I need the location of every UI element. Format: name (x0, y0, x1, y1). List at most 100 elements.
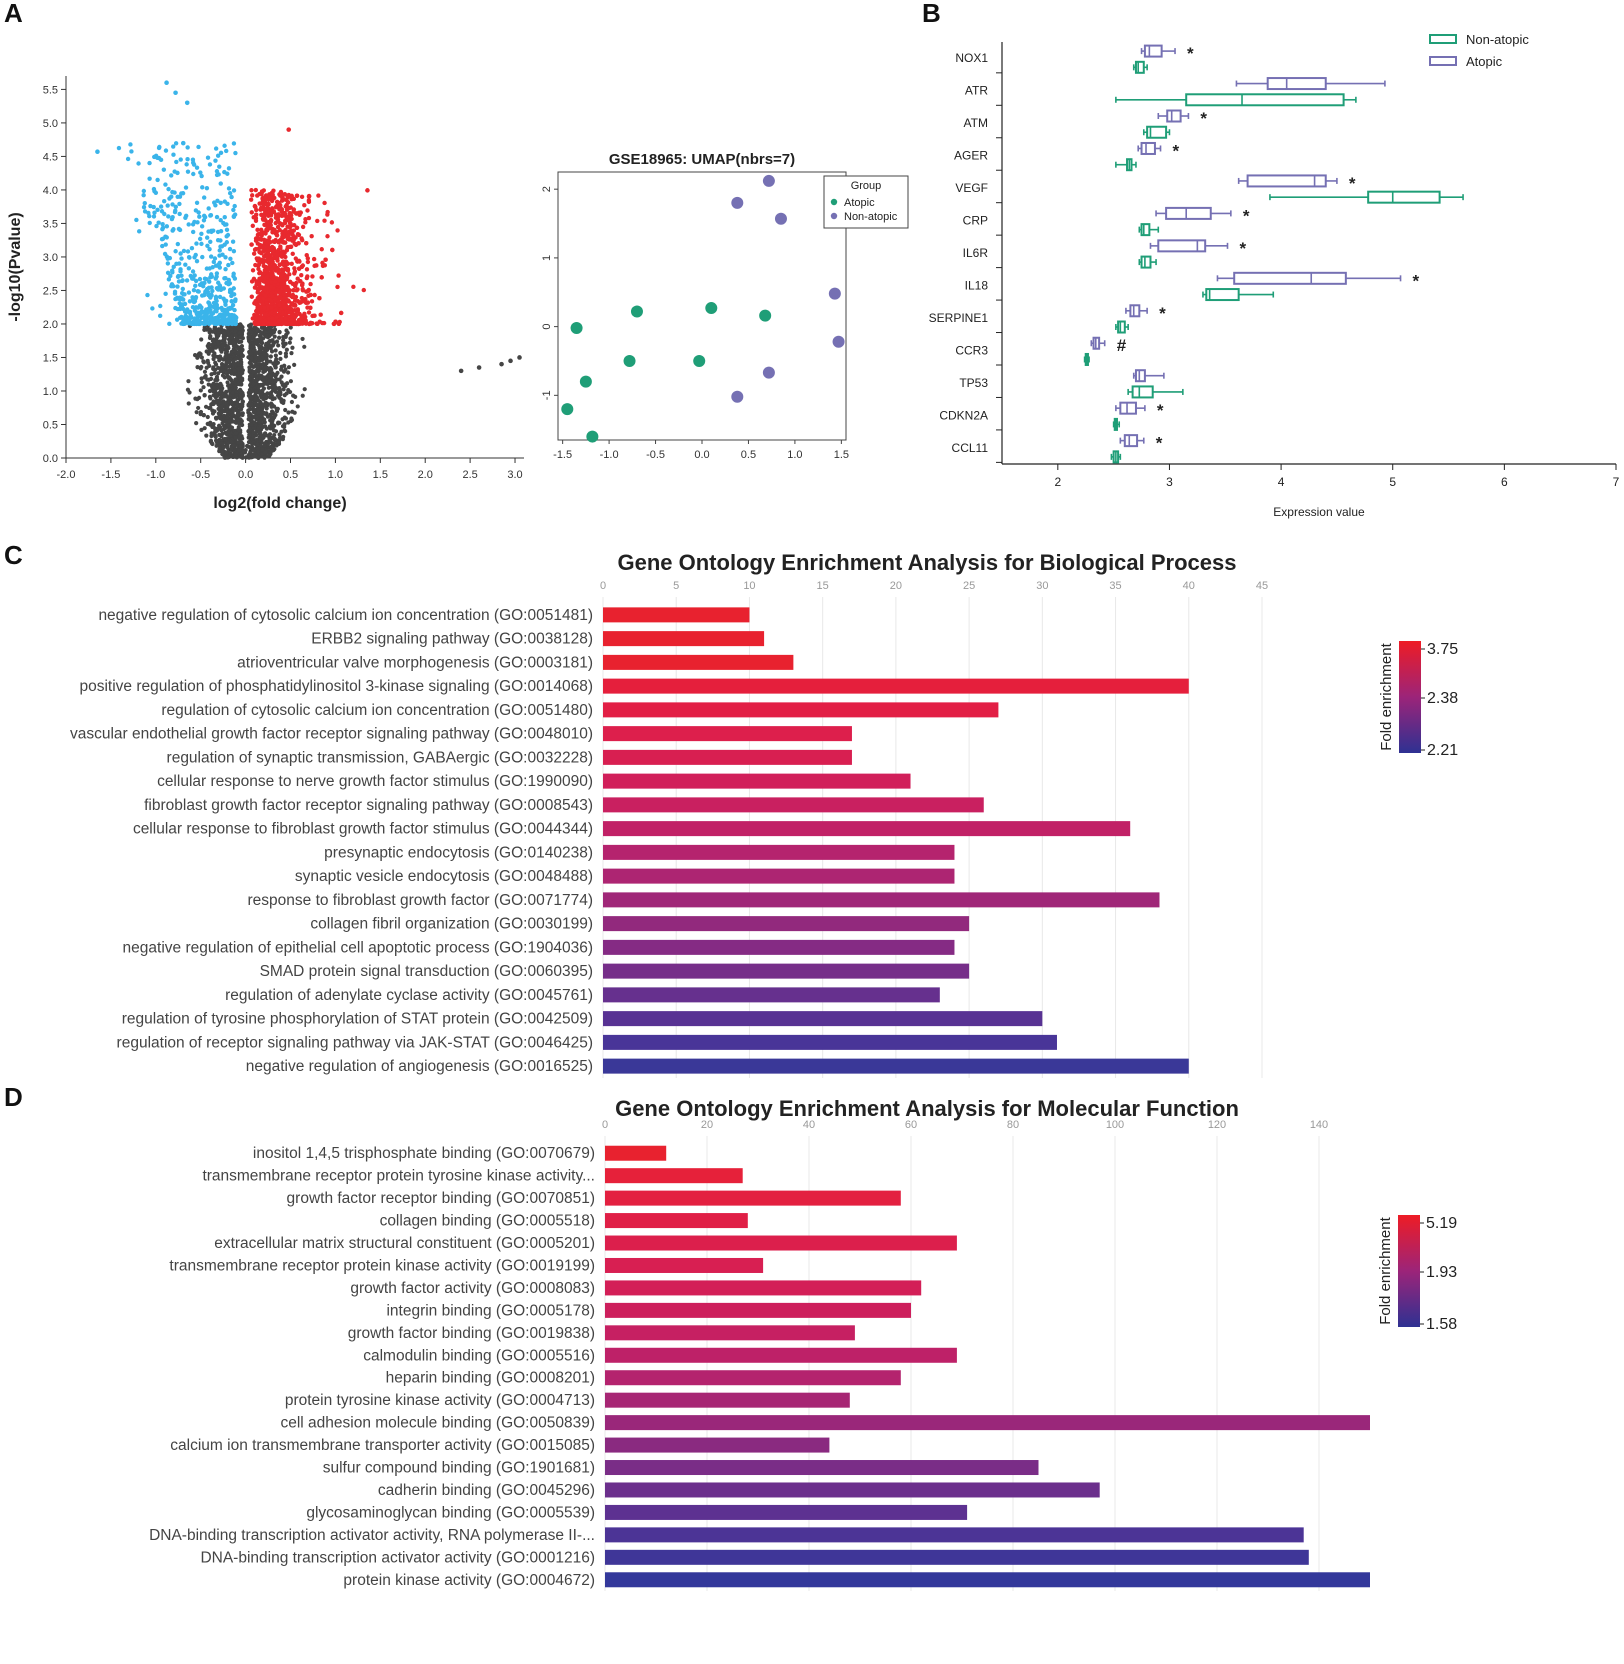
volcano-point (253, 369, 258, 374)
volcano-point (262, 450, 268, 455)
volcano-point (279, 191, 284, 196)
volcano-point (298, 300, 303, 305)
boxplot-gene-label: TP53 (959, 376, 988, 390)
volcano-point (213, 203, 218, 208)
volcano-point (267, 209, 272, 214)
volcano-point (201, 385, 206, 390)
volcano-point (226, 262, 231, 268)
volcano-point (151, 214, 157, 219)
volcano-point (277, 221, 283, 226)
volcano-point (252, 359, 257, 364)
volcano-point (208, 405, 213, 410)
volcano-point (216, 365, 221, 370)
volcano-point (227, 191, 233, 196)
volcano-point (222, 436, 228, 442)
volcano-point (211, 388, 216, 394)
volcano-point (308, 281, 313, 287)
volcano-point (276, 440, 281, 445)
volcano-point (305, 259, 311, 265)
volcano-point (218, 416, 223, 421)
volcano-point (232, 419, 237, 424)
go_bp-bar (603, 773, 911, 789)
volcano-point (295, 259, 300, 264)
volcano-point (287, 272, 292, 277)
volcano-point (269, 401, 274, 406)
box (1367, 190, 1441, 204)
volcano-x-tick-label: -2.0 (57, 469, 76, 481)
volcano-point (286, 387, 291, 393)
volcano-point (240, 353, 245, 358)
volcano-point (206, 300, 211, 305)
volcano-point (253, 414, 258, 419)
volcano-point (262, 222, 267, 228)
boxplot-gene-label: IL6R (963, 246, 989, 260)
volcano-point (154, 223, 159, 229)
volcano-point (236, 346, 242, 351)
volcano-point (335, 228, 340, 233)
volcano-point (268, 418, 273, 423)
volcano-point (239, 339, 244, 344)
volcano-point (213, 360, 218, 365)
go_bp-category-label: presynaptic endocytosis (GO:0140238) (324, 844, 593, 861)
volcano-point (209, 293, 214, 298)
volcano-point (261, 296, 266, 301)
volcano-point (288, 325, 293, 330)
volcano-point (268, 354, 273, 359)
volcano-point (508, 358, 513, 364)
volcano-point (296, 241, 301, 246)
volcano-point (150, 306, 155, 311)
volcano-point (237, 330, 242, 335)
volcano-point (267, 439, 272, 444)
volcano-point (156, 220, 161, 225)
volcano-point (147, 176, 152, 181)
volcano-point (175, 241, 181, 247)
go_mf-category-label: DNA-binding transcription activator acti… (200, 1549, 595, 1566)
volcano-point (297, 311, 302, 317)
volcano-point (180, 191, 186, 196)
volcano-point (238, 444, 243, 449)
volcano-point (336, 321, 342, 327)
boxplot-significance-marker: * (1413, 271, 1420, 290)
volcano-point (194, 410, 199, 415)
volcano-point (218, 200, 223, 206)
volcano-point (191, 319, 196, 325)
volcano-point (214, 327, 220, 333)
boxplot-gene-label: NOX1 (955, 51, 988, 65)
go_mf-bar (605, 1235, 957, 1251)
volcano-point (252, 425, 257, 430)
volcano-point (185, 249, 191, 254)
volcano-point (265, 266, 270, 271)
volcano-point (211, 356, 216, 362)
volcano-point (233, 453, 238, 458)
go_mf-category-label: glycosaminoglycan binding (GO:0005539) (306, 1504, 595, 1521)
box (1166, 109, 1182, 123)
volcano-x-tick-label: 2.5 (462, 469, 477, 481)
volcano-point (161, 167, 167, 172)
volcano-point (159, 209, 165, 214)
volcano-point (214, 169, 220, 174)
volcano-point (226, 429, 231, 434)
boxplot-gene-label: AGER (954, 149, 988, 163)
volcano-point (234, 389, 239, 394)
umap-point (570, 321, 583, 334)
volcano-point (277, 302, 282, 308)
volcano-point (177, 296, 183, 302)
volcano-point (199, 364, 204, 370)
volcano-point (229, 439, 234, 444)
go_bp-category-label: negative regulation of cytosolic calcium… (98, 607, 593, 624)
go_bp-bar (603, 892, 1160, 908)
volcano-point (207, 279, 212, 284)
volcano-point (206, 341, 211, 347)
volcano-point (234, 336, 240, 341)
volcano-point (192, 316, 197, 321)
volcano-point (221, 357, 226, 362)
volcano-point (273, 377, 279, 383)
box (1246, 174, 1327, 188)
volcano-point (302, 202, 307, 208)
boxplot-nonatopic-box (1110, 450, 1122, 464)
go_bp-bar (603, 987, 940, 1003)
go_mf-bar (605, 1482, 1100, 1498)
volcano-point (262, 276, 267, 281)
volcano-point (239, 390, 244, 396)
volcano-point (286, 299, 291, 304)
